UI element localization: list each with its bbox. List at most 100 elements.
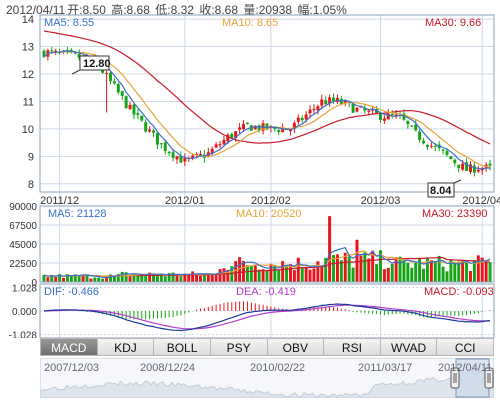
price-ma10-label: MA10: 8.65 [222,17,278,29]
navigator-right-handle[interactable] [484,367,494,389]
tab-cci[interactable]: CCI [437,338,494,356]
candle-body [429,145,433,147]
candle-body [54,50,58,52]
volume-bar [101,278,105,282]
candle-body [277,130,281,133]
volume-bar [93,277,97,282]
price-ma30-label: MA30: 9.66 [425,17,481,29]
candle-body [410,125,414,127]
volume-bar [65,274,69,282]
volume-bar [304,266,308,282]
price-moving-averages [43,30,491,170]
candle-body [245,122,249,124]
tab-rsi[interactable]: RSI [324,338,381,356]
nav-date-2010: 2010/02/22 [250,362,305,374]
nav-date-2008: 2008/12/24 [140,362,195,374]
volume-bar [245,265,249,282]
volume-bar [97,277,101,282]
volume-bar [273,265,277,282]
price-y-tick-label: 10 [22,124,34,136]
price-grid [40,15,494,338]
macd-y-tick-label: 1.028 [12,284,37,295]
volume-bar [457,261,461,282]
volume-bar [445,271,449,282]
stock-chart[interactable]: 8 9 10 11 12 13 14 2011/12 2012/01 2012/02 2012/0… [0,0,500,338]
candle-body [375,108,379,114]
macd-y-axis: 1.028 0.000 -1.028 [9,284,38,338]
price-y-tick-label: 14 [22,14,34,26]
range-navigator[interactable]: 2007/12/03 2008/12/24 2010/02/22 2011/03… [40,358,494,398]
volume-y-tick-label: 0 [31,278,37,289]
volume-bar [296,257,300,282]
tab-macd[interactable]: MACD [40,338,98,356]
volume-bar [230,266,234,282]
macd-panel-frame [39,283,495,338]
volume-bar [140,275,144,282]
candle-body [42,50,46,57]
candle-body [281,128,285,133]
candle-body [343,100,347,104]
volume-bar [77,276,81,282]
candle-body [355,107,359,112]
volume-bar [367,258,371,282]
candle-body [386,113,390,120]
price-x-tick-label: 2012/03 [361,195,401,207]
candle-body [390,113,394,116]
ma10-line [43,51,491,168]
quote-high: 高:8.68 [111,3,150,17]
volume-bar [120,271,124,282]
volume-bar [46,277,50,282]
tab-kdj[interactable]: KDJ [97,338,155,356]
volume-bar [202,273,206,282]
macd-lines [43,303,491,332]
candle-body [308,109,312,114]
volume-bar [222,268,226,282]
candle-body [257,125,261,131]
candle-body [461,163,465,170]
tab-boll[interactable]: BOLL [154,338,211,356]
volume-bar [316,261,320,282]
volume-bar [468,271,472,282]
candle-body [422,140,426,144]
volume-bar [249,265,253,282]
volume-bar [159,274,163,282]
candle-body [124,96,128,109]
volume-bar [382,269,386,282]
volume-bar [347,256,351,282]
candle-body [288,129,292,132]
candle-body [465,162,469,171]
volume-bar [42,275,46,282]
volume-bar [50,274,54,282]
candle-body [418,131,422,141]
price-x-tick-label: 2012/04 [462,195,500,207]
candle-body [332,97,336,102]
quote-low: 低:8.32 [155,3,194,17]
volume-bar [54,277,58,282]
price-y-tick-label: 8 [28,179,34,191]
volume-y-tick-label: 67500 [9,221,37,232]
volume-bar [386,267,390,282]
macd-y-tick-label: -1.028 [9,330,38,338]
candle-body [406,120,410,125]
volume-bar [148,272,152,282]
volume-bar [285,265,289,282]
nav-date-2012: 2012/04/11 [438,362,492,374]
candle-body [449,156,453,160]
candle-body [198,154,202,156]
volume-bar [152,274,156,282]
high-price-label: 12.80 [83,58,111,70]
tab-wvad[interactable]: WVAD [380,338,438,356]
price-x-tick-label: 2012/01 [165,195,205,207]
candle-body [242,123,246,129]
tab-obv[interactable]: OBV [267,338,325,356]
volume-bar [175,275,179,282]
navigator-history-area [40,368,494,398]
tab-psy[interactable]: PSY [210,338,268,356]
volume-bar [484,260,488,282]
volume-bar [238,257,242,282]
candle-body [112,81,116,84]
volume-bar [351,267,355,282]
volume-bar [371,250,375,282]
volume-bar [136,274,140,282]
navigator-left-handle[interactable] [450,367,460,389]
